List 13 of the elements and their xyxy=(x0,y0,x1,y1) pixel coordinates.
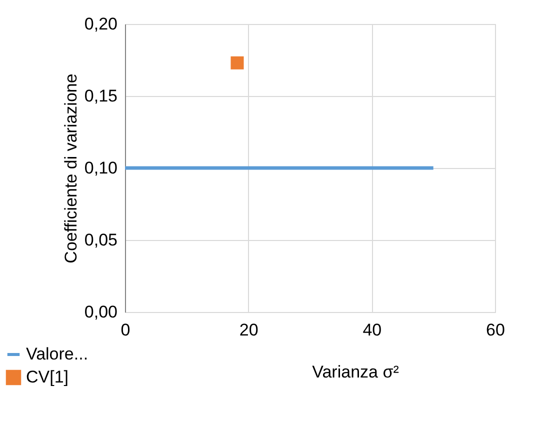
y-axis-title: Coefficiente di variazione xyxy=(61,74,80,264)
y-tick-label: 0,05 xyxy=(84,230,118,250)
x-axis-title: Varianza σ² xyxy=(312,362,400,382)
y-tick-label: 0,00 xyxy=(84,302,118,322)
y-tick-label: 0,10 xyxy=(84,158,118,178)
x-tick-label: 60 xyxy=(486,320,505,340)
x-tick-label: 20 xyxy=(239,320,258,340)
legend-label: CV[1] xyxy=(26,368,69,386)
y-tick-label: 0,20 xyxy=(84,14,118,34)
x-tick-label: 40 xyxy=(362,320,382,340)
y-tick-label: 0,15 xyxy=(84,86,118,106)
x-tick-label: 0 xyxy=(120,320,130,340)
legend-label: Valore... xyxy=(26,344,88,364)
